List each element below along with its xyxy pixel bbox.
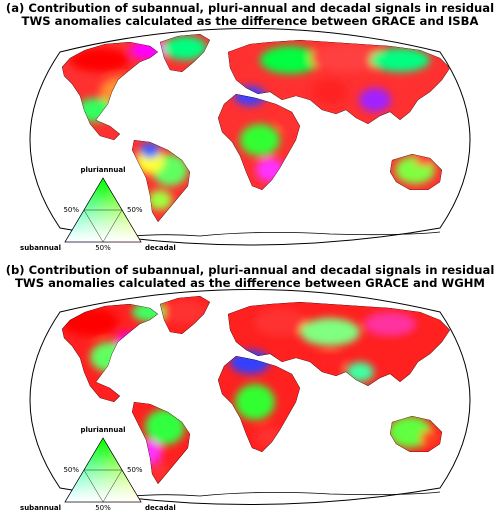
panel-a-map: pluriannual subannual decadal 50% 50% 50… <box>20 28 471 252</box>
panel-b-title: (b) Contribution of subannual, pluri-ann… <box>0 264 500 290</box>
globe-outline <box>29 28 471 246</box>
legend-label-bottom-mid: 50% <box>95 244 111 252</box>
legend-label-pluriannual: pluriannual <box>80 166 125 174</box>
panel-b-map: pluriannual subannual decadal 50% 50% 50… <box>20 289 471 512</box>
legend-label-bottom-mid: 50% <box>95 504 111 512</box>
panel-b-title-line2: TWS anomalies calculated as the differen… <box>15 276 485 290</box>
panel-b: (b) Contribution of subannual, pluri-ann… <box>0 262 500 521</box>
panel-a-title-line1: (a) Contribution of subannual, pluri-ann… <box>5 1 495 15</box>
panel-a-title: (a) Contribution of subannual, pluri-ann… <box>0 2 500 28</box>
globe-outline <box>29 289 471 505</box>
legend-label-left-mid: 50% <box>63 466 79 474</box>
legend-label-decadal: decadal <box>145 504 176 512</box>
antarctica-outline <box>99 491 441 501</box>
panel-a-title-line2: TWS anomalies calculated as the differen… <box>21 14 479 28</box>
legend-label-subannual: subannual <box>20 504 61 512</box>
legend-label-subannual: subannual <box>20 244 61 252</box>
land-field <box>62 34 450 222</box>
panel-a: (a) Contribution of subannual, pluri-ann… <box>0 2 500 253</box>
antarctica-outline <box>99 231 441 241</box>
panel-a-legend: pluriannual subannual decadal 50% 50% 50… <box>20 166 176 252</box>
legend-label-decadal: decadal <box>145 244 176 252</box>
panel-b-title-line1: (b) Contribution of subannual, pluri-ann… <box>5 263 495 277</box>
panel-b-legend: pluriannual subannual decadal 50% 50% 50… <box>20 426 176 512</box>
land-field <box>62 296 450 484</box>
legend-label-left-mid: 50% <box>63 206 79 214</box>
legend-label-right-mid: 50% <box>127 206 143 214</box>
legend-label-right-mid: 50% <box>127 466 143 474</box>
legend-label-pluriannual: pluriannual <box>80 426 125 434</box>
